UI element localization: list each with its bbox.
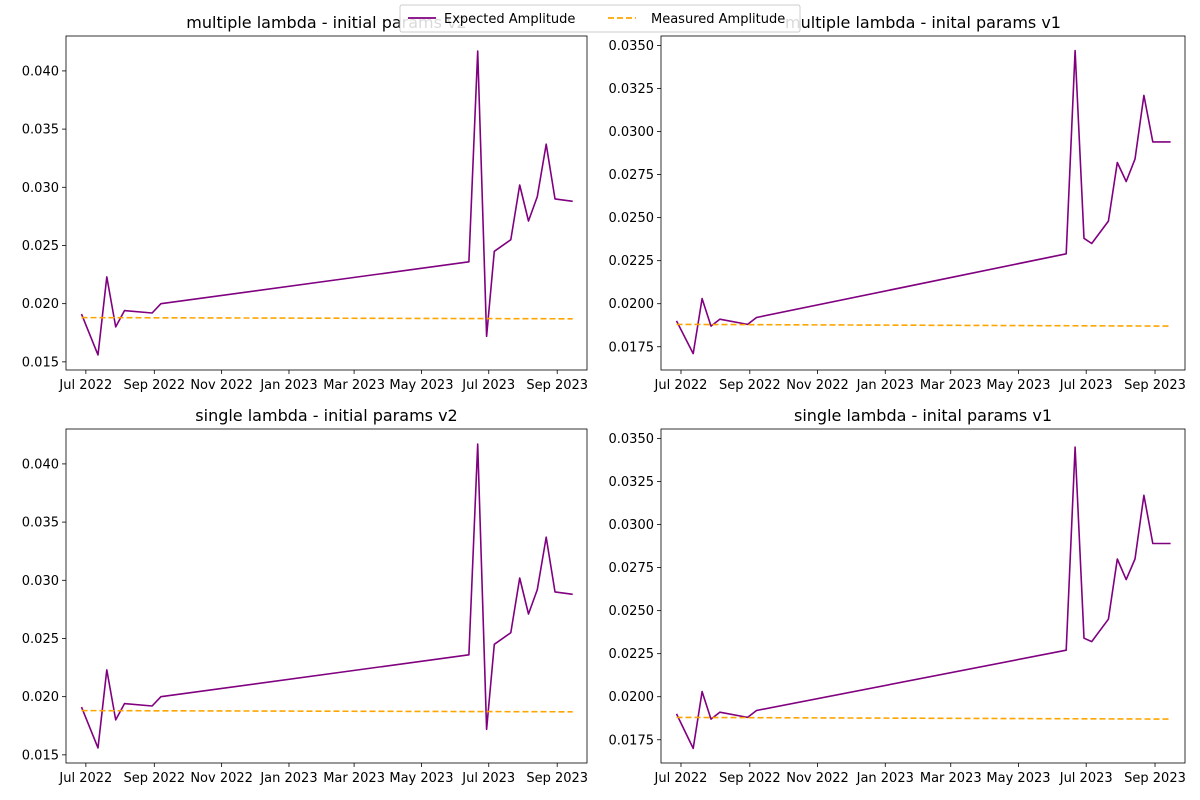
- x-tick-label: Sep 2022: [719, 771, 781, 786]
- measured-amplitude-line: [81, 709, 573, 713]
- y-tick-label: 0.0200: [609, 297, 655, 312]
- measured-amplitude-line: [81, 316, 573, 320]
- y-tick-label: 0.025: [22, 239, 59, 254]
- axes-frame: [660, 35, 1186, 371]
- legend-label-measured: Measured Amplitude: [651, 12, 785, 27]
- x-tick-label: Sep 2023: [1124, 378, 1186, 393]
- subplot-title: single lambda - inital params v1: [794, 406, 1052, 425]
- y-tick-label: 0.040: [22, 64, 59, 79]
- y-tick-label: 0.0250: [609, 211, 655, 226]
- x-tick-label: May 2023: [986, 771, 1050, 786]
- x-tick-label: Jan 2023: [259, 771, 317, 786]
- y-tick-label: 0.0225: [609, 647, 655, 662]
- y-tick-label: 0.015: [22, 355, 59, 370]
- y-tick-label: 0.030: [22, 574, 59, 589]
- x-tick-label: May 2023: [389, 771, 453, 786]
- y-tick-label: 0.015: [22, 748, 59, 763]
- axes-frame: [65, 35, 588, 371]
- x-tick-label: Nov 2022: [786, 771, 849, 786]
- x-tick-label: Nov 2022: [190, 771, 253, 786]
- subplot-4: single lambda - inital params v1 0.0175 0.…: [609, 406, 1186, 786]
- x-tick-label: Jul 2023: [461, 771, 515, 786]
- subplots-grid: multiple lambda - initial params v2 0.015…: [22, 13, 1186, 786]
- measured-amplitude-line: [676, 323, 1171, 327]
- x-tick-label: Jan 2023: [856, 378, 914, 393]
- y-tick-label: 0.0350: [609, 39, 655, 54]
- y-tick-label: 0.025: [22, 632, 59, 647]
- y-tick-label: 0.0225: [609, 254, 655, 269]
- x-tick-label: Jan 2023: [259, 378, 317, 393]
- x-tick-label: Mar 2023: [920, 378, 982, 393]
- x-tick-label: Sep 2023: [1124, 771, 1186, 786]
- x-tick-label: Sep 2022: [123, 378, 185, 393]
- y-tick-label: 0.0175: [609, 733, 655, 748]
- x-tick-label: Jul 2022: [654, 771, 708, 786]
- x-tick-label: Jul 2023: [461, 378, 515, 393]
- x-tick-label: Jul 2022: [58, 771, 112, 786]
- subplot-title: multiple lambda - inital params v1: [785, 13, 1061, 32]
- subplot-title: single lambda - initial params v2: [195, 406, 457, 425]
- y-tick-label: 0.0350: [609, 432, 655, 447]
- x-tick-label: Sep 2023: [526, 378, 588, 393]
- y-tick-label: 0.020: [22, 297, 59, 312]
- y-tick-label: 0.035: [22, 123, 59, 138]
- expected-amplitude-line: [80, 443, 573, 749]
- axes-frame: [660, 428, 1186, 764]
- legend-label-expected: Expected Amplitude: [444, 12, 575, 27]
- x-tick-label: Jan 2023: [856, 771, 914, 786]
- y-tick-label: 0.030: [22, 181, 59, 196]
- x-tick-label: Jul 2022: [58, 378, 112, 393]
- measured-amplitude-line: [676, 716, 1171, 720]
- y-tick-label: 0.0250: [609, 604, 655, 619]
- expected-amplitude-line: [675, 446, 1171, 750]
- x-tick-label: Sep 2023: [526, 771, 588, 786]
- expected-amplitude-line: [80, 50, 573, 356]
- y-tick-label: 0.040: [22, 457, 59, 472]
- subplot-2: multiple lambda - inital params v1 0.0175…: [609, 13, 1186, 393]
- x-tick-label: Sep 2022: [719, 378, 781, 393]
- x-tick-label: May 2023: [389, 378, 453, 393]
- y-tick-label: 0.0325: [609, 82, 655, 97]
- x-tick-label: May 2023: [986, 378, 1050, 393]
- x-tick-label: Jul 2023: [1059, 771, 1113, 786]
- y-tick-label: 0.0300: [609, 125, 655, 140]
- expected-amplitude-line: [675, 49, 1171, 355]
- y-tick-label: 0.035: [22, 516, 59, 531]
- y-tick-label: 0.0200: [609, 690, 655, 705]
- figure-legend: Expected Amplitude Measured Amplitude: [399, 4, 801, 33]
- x-tick-label: Nov 2022: [190, 378, 253, 393]
- legend-frame: [399, 4, 801, 33]
- axes-frame: [65, 428, 588, 764]
- subplot-1: multiple lambda - initial params v2 0.015…: [22, 13, 588, 393]
- subplot-3: single lambda - initial params v2 0.015 0.…: [22, 406, 588, 786]
- y-tick-label: 0.0275: [609, 168, 655, 183]
- y-tick-label: 0.020: [22, 690, 59, 705]
- x-tick-label: Mar 2023: [323, 378, 385, 393]
- x-tick-label: Jul 2022: [654, 378, 708, 393]
- x-tick-label: Mar 2023: [323, 771, 385, 786]
- y-tick-label: 0.0275: [609, 561, 655, 576]
- y-tick-label: 0.0300: [609, 518, 655, 533]
- x-tick-label: Nov 2022: [786, 378, 849, 393]
- y-tick-label: 0.0325: [609, 475, 655, 490]
- y-tick-label: 0.0175: [609, 340, 655, 355]
- x-tick-label: Jul 2023: [1059, 378, 1113, 393]
- x-tick-label: Sep 2022: [123, 771, 185, 786]
- x-tick-label: Mar 2023: [920, 771, 982, 786]
- subplot-title: multiple lambda - initial params v2: [186, 13, 466, 32]
